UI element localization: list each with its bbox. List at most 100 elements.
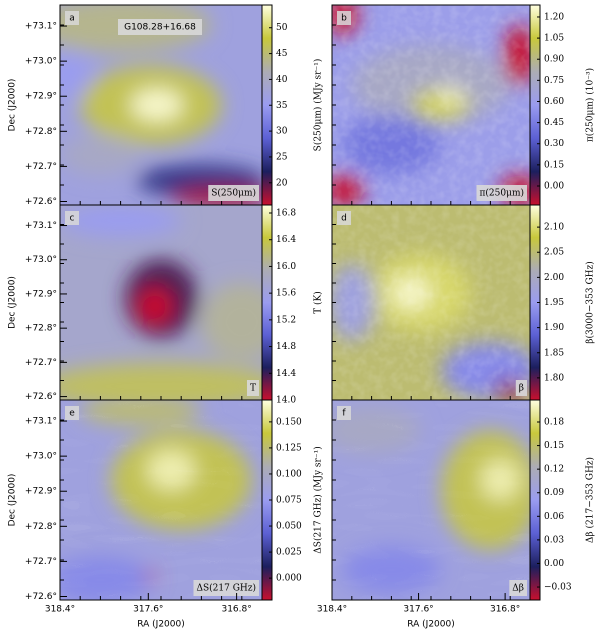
box-label-bg bbox=[476, 185, 527, 201]
colorbar-tick-label: 45 bbox=[276, 49, 288, 59]
map bbox=[332, 205, 530, 400]
colorbar-tick-label: 0.00 bbox=[544, 181, 564, 191]
map-texture bbox=[60, 400, 262, 600]
colorbar-tick-label: 2.00 bbox=[544, 273, 564, 283]
map-blob bbox=[201, 283, 262, 361]
letter-box bbox=[337, 406, 351, 420]
colorbar-tick-label: 25 bbox=[276, 152, 288, 162]
letter-box bbox=[65, 11, 79, 25]
colorbar-label: β(3000−353 GHz) bbox=[585, 261, 596, 344]
x-axis-label: RA (J2000) bbox=[137, 620, 185, 630]
colorbar-tick-label: 1.85 bbox=[544, 348, 564, 358]
x-tick-label: 316.8° bbox=[221, 605, 251, 615]
colorbar-tick-label: 0.025 bbox=[276, 548, 302, 558]
colorbar-label: ΔS(217 GHz) (MJy sr⁻¹) bbox=[313, 446, 324, 553]
colorbar-tick-label: 0.150 bbox=[276, 417, 302, 427]
y-tick-label: +72.6° bbox=[25, 392, 57, 402]
map-blob bbox=[60, 51, 91, 99]
box-label: π(250μm) bbox=[480, 188, 525, 199]
map-texture bbox=[332, 400, 530, 600]
map-blob bbox=[136, 286, 174, 326]
panel-letter: d bbox=[341, 214, 347, 224]
colorbar-tick-label: 1.95 bbox=[544, 298, 564, 308]
y-tick-label: +73.1° bbox=[25, 22, 57, 32]
colorbar-label: S(250μm) (MJy sr⁻¹) bbox=[313, 59, 324, 152]
panel: b π(250μm) 0.00 0.15 0.30 0.45 0.60 0.75 0.90 1.0… bbox=[331, 4, 596, 206]
y-axis-label: Dec (J2000) bbox=[8, 474, 18, 527]
colorbar-tick-label: 0.12 bbox=[544, 465, 564, 475]
map-blob bbox=[60, 205, 182, 237]
colorbar-tick-label: 0.30 bbox=[544, 139, 564, 149]
colorbar-tick-label: 14.8 bbox=[276, 342, 296, 352]
map bbox=[60, 205, 262, 400]
colorbar-tick-label: 1.05 bbox=[544, 34, 564, 44]
x-tick-label: 318.4° bbox=[317, 605, 347, 615]
y-tick-label: +73.1° bbox=[25, 417, 57, 427]
map bbox=[332, 5, 530, 205]
y-tick-label: +72.9° bbox=[25, 289, 57, 299]
colorbar-tick-label: 50 bbox=[276, 23, 288, 33]
panel: c T 14.0 14.4 14.8 15.2 15.6 16.0 16.4 16.8 T (K) +… bbox=[8, 204, 324, 406]
colorbar-label: Δβ (217−353 GHz) bbox=[585, 457, 596, 543]
x-tick-label: 316.8° bbox=[490, 605, 520, 615]
colorbar-tick-label: 40 bbox=[276, 75, 288, 85]
colorbar-tick-label: 1.90 bbox=[544, 323, 564, 333]
panel: f Δβ −0.03 0.00 0.03 0.06 0.09 0.12 0.15 0.18 Δβ (… bbox=[317, 399, 596, 630]
colorbar bbox=[529, 399, 541, 601]
map-blob bbox=[60, 135, 141, 175]
map-texture bbox=[332, 5, 530, 205]
colorbar-tick-label: 0.09 bbox=[544, 488, 564, 498]
colorbar-tick-label: 2.05 bbox=[544, 248, 564, 258]
colorbar-tick-label: 20 bbox=[276, 178, 288, 188]
box-label: β bbox=[519, 384, 524, 394]
colorbar-tick-label: 0.15 bbox=[544, 441, 564, 451]
colorbar-tick-label: 1.80 bbox=[544, 373, 564, 383]
y-tick-label: +73.0° bbox=[25, 452, 57, 462]
colorbar-tick-label: −0.03 bbox=[544, 583, 572, 593]
colorbar-tick-label: 35 bbox=[276, 101, 288, 111]
annotation-box bbox=[118, 19, 202, 35]
colorbar-tick-label: 0.03 bbox=[544, 535, 564, 545]
x-axis-label: RA (J2000) bbox=[407, 620, 455, 630]
colorbar-label: π(250μm) (10⁻³) bbox=[585, 68, 596, 142]
colorbar-tick-label: 0.050 bbox=[276, 522, 302, 532]
colorbar-tick-label: 16.4 bbox=[276, 235, 296, 245]
map-blob bbox=[130, 89, 184, 121]
colorbar-tick-label: 14.4 bbox=[276, 369, 296, 379]
y-tick-label: +73.1° bbox=[25, 221, 57, 231]
colorbar-tick-label: 15.2 bbox=[276, 315, 296, 325]
colorbar-tick-label: 30 bbox=[276, 127, 288, 137]
y-tick-label: +72.7° bbox=[25, 162, 57, 172]
colorbar-tick-label: 0.90 bbox=[544, 55, 564, 65]
box-label-bg bbox=[208, 185, 259, 201]
y-tick-label: +72.6° bbox=[25, 592, 57, 602]
y-tick-label: +72.8° bbox=[25, 127, 57, 137]
map bbox=[332, 400, 530, 600]
letter-box bbox=[65, 406, 79, 420]
box-label: T bbox=[250, 384, 256, 394]
map-blobs bbox=[60, 205, 262, 400]
y-tick-label: +72.7° bbox=[25, 358, 57, 368]
panel-letter: c bbox=[70, 214, 75, 224]
y-tick-label: +72.6° bbox=[25, 197, 57, 207]
box-label-bg bbox=[193, 580, 259, 596]
colorbar-tick-label: 0.75 bbox=[544, 76, 564, 86]
y-tick-label: +72.8° bbox=[25, 324, 57, 334]
y-tick-label: +73.0° bbox=[25, 57, 57, 67]
colorbar-tick-label: 0.075 bbox=[276, 496, 302, 506]
box-label: Δβ bbox=[512, 584, 524, 594]
panel-letter: e bbox=[69, 409, 75, 419]
letter-box bbox=[337, 11, 351, 25]
y-tick-label: +72.9° bbox=[25, 487, 57, 497]
colorbar-tick-label: 0.00 bbox=[544, 559, 564, 569]
colorbar-tick-label: 0.125 bbox=[276, 443, 302, 453]
letter-box bbox=[65, 211, 79, 225]
box-label-bg bbox=[509, 580, 527, 596]
box-label: ΔS(217 GHz) bbox=[196, 583, 256, 594]
x-tick-label: 317.6° bbox=[133, 605, 163, 615]
annotation: G108.28+16.68 bbox=[124, 23, 196, 33]
box-label-bg bbox=[246, 380, 259, 396]
box-label-bg bbox=[515, 380, 527, 396]
colorbar-tick-label: 16.0 bbox=[276, 262, 296, 272]
